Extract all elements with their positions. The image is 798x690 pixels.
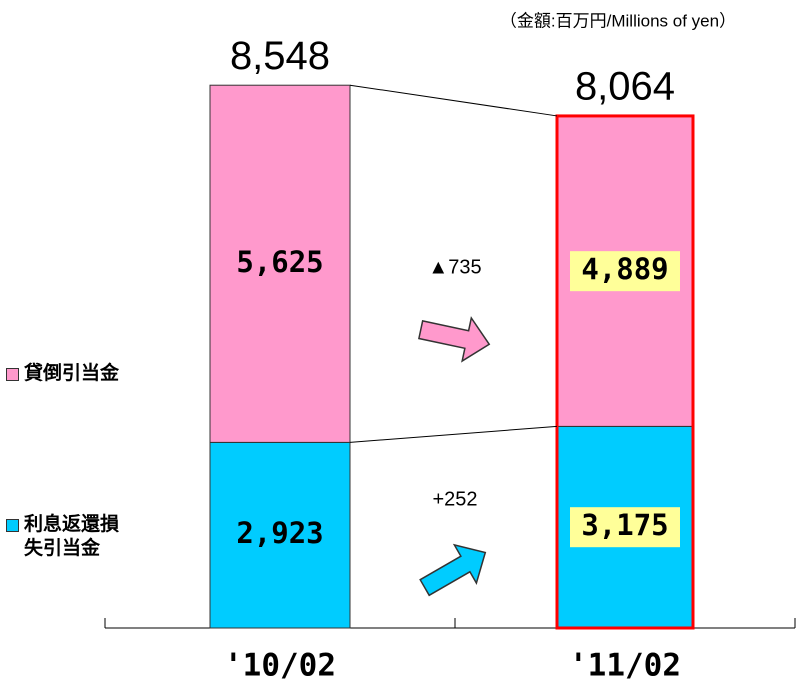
x-tick-label: '11/02 — [569, 648, 681, 684]
total-label: 8,548 — [230, 34, 330, 78]
value-label: 2,923 — [236, 516, 323, 550]
label-box — [570, 507, 680, 548]
highlight — [555, 114, 695, 630]
change-label: +252 — [432, 488, 477, 510]
bar-segment — [209, 441, 351, 629]
value-label: 5,625 — [236, 245, 323, 279]
arrow — [418, 316, 491, 363]
legend-swatch — [6, 519, 19, 532]
connector — [349, 425, 558, 443]
legend-item: 利息返還損失引当金 — [6, 513, 124, 561]
total-label: 8,064 — [575, 64, 675, 108]
arrow — [419, 543, 487, 597]
connector — [349, 84, 558, 117]
legend-label: 貸倒引当金 — [24, 363, 120, 384]
change-label: ▲735 — [428, 256, 481, 278]
value-label: 3,175 — [581, 508, 668, 542]
x-tick-label: '10/02 — [224, 648, 336, 684]
bar-segment — [209, 84, 351, 443]
label-box — [570, 251, 680, 292]
legend-item: 貸倒引当金 — [6, 362, 124, 386]
subtitle: （金額:百万円/Millions of yen） — [500, 11, 736, 30]
legend-label: 利息返還損失引当金 — [24, 514, 120, 559]
value-label: 4,889 — [581, 252, 668, 286]
legend-swatch — [6, 368, 19, 381]
